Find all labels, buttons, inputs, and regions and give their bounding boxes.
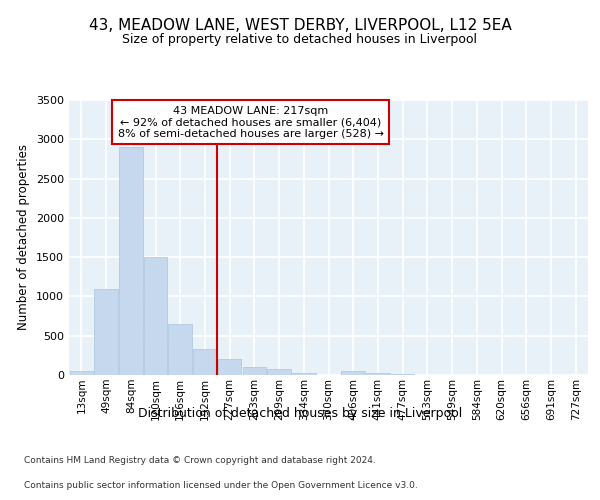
Bar — [292, 372, 316, 375]
Text: Size of property relative to detached houses in Liverpool: Size of property relative to detached ho… — [122, 32, 478, 46]
Bar — [144, 257, 167, 375]
Bar — [193, 349, 217, 375]
Bar — [70, 371, 93, 375]
Bar — [366, 374, 389, 375]
Bar — [341, 371, 365, 375]
Text: 43, MEADOW LANE, WEST DERBY, LIVERPOOL, L12 5EA: 43, MEADOW LANE, WEST DERBY, LIVERPOOL, … — [89, 18, 511, 32]
Bar — [242, 367, 266, 375]
Bar — [268, 369, 291, 375]
Bar — [169, 324, 192, 375]
Bar — [391, 374, 415, 375]
Bar — [218, 360, 241, 375]
Bar — [94, 288, 118, 375]
Text: Contains public sector information licensed under the Open Government Licence v3: Contains public sector information licen… — [24, 481, 418, 490]
Text: Contains HM Land Registry data © Crown copyright and database right 2024.: Contains HM Land Registry data © Crown c… — [24, 456, 376, 465]
Bar — [119, 147, 143, 375]
Text: Distribution of detached houses by size in Liverpool: Distribution of detached houses by size … — [138, 408, 462, 420]
Y-axis label: Number of detached properties: Number of detached properties — [17, 144, 31, 330]
Text: 43 MEADOW LANE: 217sqm
← 92% of detached houses are smaller (6,404)
8% of semi-d: 43 MEADOW LANE: 217sqm ← 92% of detached… — [118, 106, 383, 138]
